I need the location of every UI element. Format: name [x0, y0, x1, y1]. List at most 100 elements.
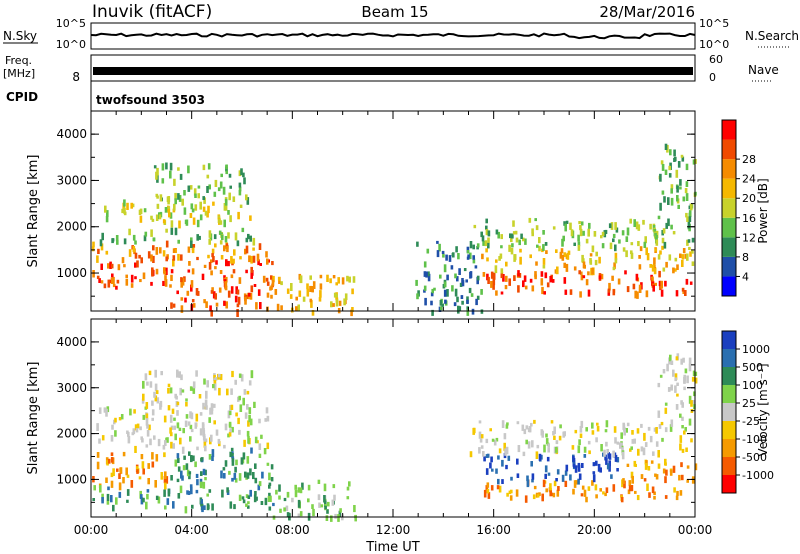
heat-cell — [486, 488, 490, 494]
heat-cell — [199, 201, 202, 210]
heat-cell — [143, 235, 147, 242]
heat-cell — [101, 232, 104, 241]
heat-cell — [658, 270, 661, 278]
heat-cell — [668, 165, 671, 171]
heat-cell — [318, 502, 321, 508]
heat-cell — [485, 218, 488, 224]
heat-cell — [446, 274, 449, 281]
heat-cell — [245, 503, 248, 507]
y-tick-label: 1000 — [56, 266, 87, 280]
heat-cell — [242, 452, 246, 460]
heat-cell — [190, 237, 193, 242]
heat-cell — [123, 199, 126, 207]
heat-cell — [115, 235, 119, 241]
heat-cell — [618, 239, 621, 244]
heat-cell — [335, 282, 338, 286]
heat-cell — [577, 462, 581, 468]
heat-cell — [142, 414, 146, 420]
heat-cell — [92, 270, 95, 278]
heat-cell — [310, 300, 313, 308]
heat-cell — [686, 216, 689, 222]
heat-cell — [516, 421, 520, 425]
heat-cell — [588, 450, 591, 455]
heat-cell — [423, 285, 427, 291]
heat-cell — [608, 223, 612, 229]
heat-cell — [335, 299, 339, 307]
heat-cell — [439, 300, 443, 306]
heat-cell — [238, 182, 242, 188]
heat-cell — [248, 255, 251, 263]
heat-cell — [260, 434, 263, 439]
heat-cell — [562, 235, 565, 242]
heat-cell — [230, 286, 234, 294]
heat-cell — [546, 456, 550, 462]
heat-cell — [311, 504, 314, 509]
heat-cell — [665, 222, 668, 229]
heat-cell — [667, 197, 670, 205]
heat-cell — [659, 173, 662, 182]
heat-cell — [499, 253, 503, 259]
heat-cell — [441, 303, 444, 307]
heat-cell — [155, 495, 159, 500]
y-tick-label: 2000 — [56, 220, 87, 234]
heat-cell — [259, 263, 262, 266]
nsearch-tick-bottom: 10^0 — [699, 38, 729, 51]
heat-cell — [694, 463, 698, 471]
heat-cell — [664, 427, 668, 433]
heat-cell — [151, 409, 155, 416]
heat-cell — [433, 287, 436, 291]
heat-cell — [223, 300, 226, 306]
heat-cell — [480, 309, 484, 314]
heat-cell — [542, 244, 545, 251]
heat-cell — [312, 281, 316, 289]
heat-cell — [659, 282, 662, 291]
heat-cell — [592, 471, 596, 475]
heat-cell — [190, 284, 193, 292]
heat-cell — [646, 483, 649, 491]
heat-cell — [106, 460, 109, 466]
heat-cell — [109, 279, 112, 283]
heat-cell — [625, 428, 628, 433]
heat-cell — [605, 441, 608, 447]
heat-cell — [176, 422, 180, 429]
heat-cell — [187, 165, 190, 174]
heat-cell — [616, 441, 620, 445]
heat-cell — [208, 489, 212, 493]
heat-cell — [652, 284, 655, 292]
heat-cell — [312, 508, 315, 517]
heat-cell — [257, 484, 261, 491]
heat-cell — [274, 289, 278, 295]
heat-cell — [455, 246, 458, 253]
heat-cell — [127, 431, 130, 437]
heat-cell — [587, 271, 590, 276]
heat-cell — [623, 480, 626, 489]
heat-cell — [213, 374, 216, 381]
heat-cell — [198, 394, 202, 399]
heat-cell — [683, 376, 686, 384]
heat-cell — [560, 248, 564, 254]
heat-cell — [153, 435, 156, 440]
heat-cell — [510, 237, 513, 243]
heat-cell — [591, 267, 594, 275]
heat-cell — [498, 448, 502, 454]
heat-cell — [270, 477, 274, 482]
x-tick-label: 12:00 — [376, 523, 411, 537]
heat-cell — [144, 373, 148, 381]
heat-cell — [298, 290, 302, 297]
heat-cell — [675, 495, 679, 501]
heat-cell — [177, 193, 180, 200]
heat-cell — [685, 212, 688, 218]
heat-cell — [159, 247, 162, 254]
heat-cell — [221, 234, 224, 241]
heat-cell — [139, 208, 143, 214]
colorbar-swatch — [722, 237, 736, 257]
heat-cell — [662, 228, 666, 234]
heat-cell — [330, 301, 333, 308]
heat-cell — [187, 490, 191, 495]
heat-cell — [98, 278, 101, 283]
heat-cell — [690, 400, 693, 407]
heat-cell — [451, 285, 454, 292]
heat-cell — [202, 206, 206, 212]
heat-cell — [486, 482, 490, 488]
heat-cell — [228, 431, 232, 437]
